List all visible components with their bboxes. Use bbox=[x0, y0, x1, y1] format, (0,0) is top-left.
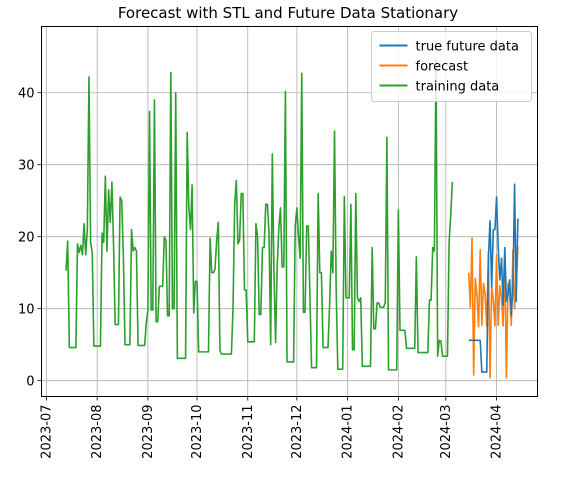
x-tick-label: 2023-08 bbox=[90, 405, 105, 459]
x-tick-label: 2023-10 bbox=[190, 405, 205, 459]
x-tick-label: 2023-07 bbox=[39, 405, 54, 459]
y-tick-label: 40 bbox=[18, 87, 35, 102]
legend-box bbox=[371, 31, 532, 102]
y-tick-label: 0 bbox=[26, 375, 34, 390]
x-tick-label: 2023-09 bbox=[141, 405, 156, 459]
x-tick-label: 2023-11 bbox=[241, 405, 256, 459]
x-tick-label: 2024-02 bbox=[391, 405, 406, 459]
x-tick-label: 2024-03 bbox=[439, 405, 454, 459]
y-tick-label: 10 bbox=[18, 303, 35, 318]
legend-label: true future data bbox=[416, 40, 519, 55]
plot-frame bbox=[41, 26, 538, 397]
x-tick-label: 2024-04 bbox=[490, 405, 505, 459]
x-tick-label: 2024-01 bbox=[341, 405, 356, 459]
y-tick-label: 20 bbox=[18, 231, 35, 246]
y-tick-label: 30 bbox=[18, 159, 35, 174]
legend-label: forecast bbox=[416, 60, 469, 75]
series-lines bbox=[65, 57, 519, 379]
series-line-training-data bbox=[65, 57, 454, 371]
chart-title: Forecast with STL and Future Data Statio… bbox=[118, 4, 458, 22]
axis-ticks: 2023-07 2023-08 2023-09 2023-10 2023-11 2023-… bbox=[18, 87, 505, 459]
series-line-true-future-data bbox=[468, 183, 519, 373]
legend: true future data forecast training data bbox=[371, 31, 532, 102]
legend-label: training data bbox=[416, 80, 500, 95]
x-tick-label: 2023-12 bbox=[290, 405, 305, 459]
